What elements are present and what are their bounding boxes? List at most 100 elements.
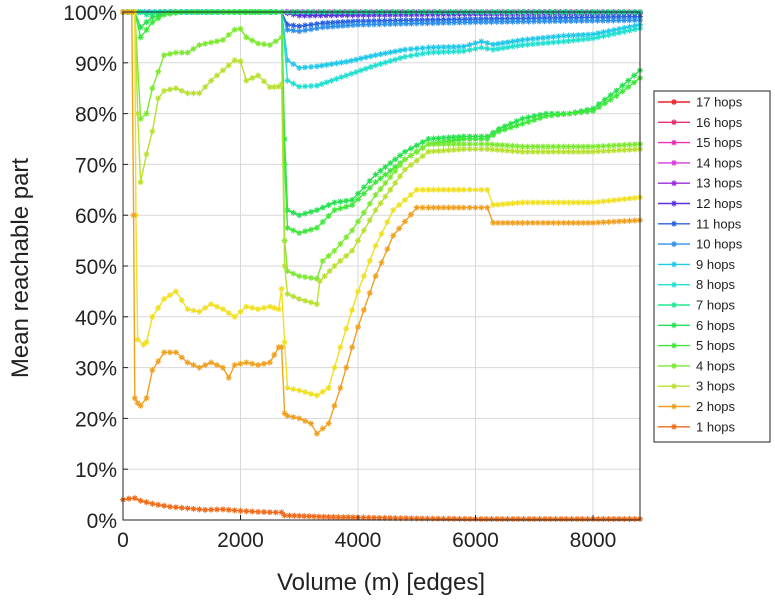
data-point bbox=[349, 307, 356, 314]
data-point bbox=[243, 508, 250, 515]
data-point bbox=[625, 77, 632, 84]
data-point bbox=[540, 40, 547, 47]
data-point bbox=[149, 313, 156, 320]
data-point bbox=[595, 198, 602, 205]
data-point bbox=[504, 147, 511, 154]
data-point bbox=[460, 136, 467, 142]
legend-item: 14 hops bbox=[658, 155, 743, 170]
data-point bbox=[472, 45, 479, 52]
data-point bbox=[467, 515, 474, 522]
data-point bbox=[472, 40, 479, 47]
data-point bbox=[430, 148, 437, 155]
data-point bbox=[387, 515, 394, 522]
data-point bbox=[490, 202, 497, 209]
data-point bbox=[219, 506, 226, 513]
data-point bbox=[376, 514, 383, 521]
legend-marker bbox=[671, 261, 677, 268]
data-point bbox=[137, 497, 144, 504]
data-point bbox=[600, 143, 607, 150]
data-point bbox=[302, 274, 309, 281]
data-point bbox=[225, 309, 232, 316]
data-point bbox=[619, 82, 626, 89]
data-point bbox=[509, 142, 516, 149]
data-point bbox=[167, 292, 173, 299]
data-point bbox=[484, 186, 491, 193]
data-point bbox=[333, 60, 340, 67]
data-point bbox=[355, 288, 361, 295]
data-point bbox=[397, 55, 404, 62]
data-point bbox=[343, 72, 350, 79]
data-point bbox=[524, 219, 531, 226]
legend-item: 16 hops bbox=[658, 115, 743, 130]
data-point bbox=[237, 58, 244, 65]
data-point bbox=[573, 515, 580, 522]
data-point bbox=[555, 33, 562, 40]
data-point bbox=[631, 79, 638, 86]
data-point bbox=[467, 16, 474, 23]
data-point bbox=[255, 306, 262, 313]
data-point bbox=[560, 143, 567, 150]
data-point bbox=[313, 63, 320, 70]
data-point bbox=[371, 21, 378, 28]
data-point bbox=[613, 92, 620, 99]
data-point bbox=[572, 109, 579, 116]
data-point bbox=[284, 57, 291, 64]
data-point bbox=[143, 395, 150, 402]
data-point bbox=[488, 15, 495, 22]
data-point bbox=[355, 237, 361, 244]
data-point bbox=[286, 512, 293, 519]
data-point bbox=[600, 29, 607, 36]
data-point bbox=[610, 147, 617, 154]
data-point bbox=[317, 12, 324, 19]
data-point bbox=[296, 12, 303, 19]
legend-label: 17 hops bbox=[696, 95, 743, 110]
data-point bbox=[501, 123, 508, 130]
data-point bbox=[360, 18, 367, 25]
data-point bbox=[509, 18, 516, 25]
data-point bbox=[478, 136, 485, 142]
data-point bbox=[296, 415, 303, 422]
data-point bbox=[610, 30, 617, 37]
data-point bbox=[196, 364, 203, 371]
data-point bbox=[172, 85, 179, 92]
data-point bbox=[290, 293, 297, 300]
data-point bbox=[302, 83, 309, 90]
data-point bbox=[504, 142, 511, 149]
data-point bbox=[440, 186, 447, 193]
data-point bbox=[255, 362, 262, 369]
data-point bbox=[319, 24, 326, 31]
data-point bbox=[560, 111, 567, 118]
data-point bbox=[566, 110, 573, 117]
data-point bbox=[329, 19, 336, 26]
data-point bbox=[499, 201, 506, 208]
data-point bbox=[621, 515, 628, 522]
data-point bbox=[626, 23, 633, 30]
data-point bbox=[585, 31, 592, 38]
data-point bbox=[534, 148, 541, 155]
data-point bbox=[149, 19, 156, 26]
data-point bbox=[308, 390, 314, 397]
data-point bbox=[208, 39, 215, 46]
data-point bbox=[552, 18, 559, 25]
data-point bbox=[575, 143, 582, 150]
data-point bbox=[590, 108, 596, 115]
data-point bbox=[381, 514, 388, 521]
data-point bbox=[328, 12, 335, 19]
data-point bbox=[543, 113, 549, 120]
data-point bbox=[313, 20, 320, 27]
data-point bbox=[501, 126, 508, 133]
data-point bbox=[493, 515, 500, 522]
data-point bbox=[616, 196, 623, 203]
data-point bbox=[149, 85, 156, 92]
data-point bbox=[349, 344, 356, 351]
data-point bbox=[594, 17, 601, 24]
data-point bbox=[403, 20, 410, 27]
data-point bbox=[461, 16, 468, 23]
data-point bbox=[290, 270, 297, 277]
data-point bbox=[355, 12, 361, 19]
data-point bbox=[545, 39, 552, 46]
data-point bbox=[387, 21, 394, 28]
data-point bbox=[540, 148, 547, 155]
data-point bbox=[514, 199, 521, 206]
